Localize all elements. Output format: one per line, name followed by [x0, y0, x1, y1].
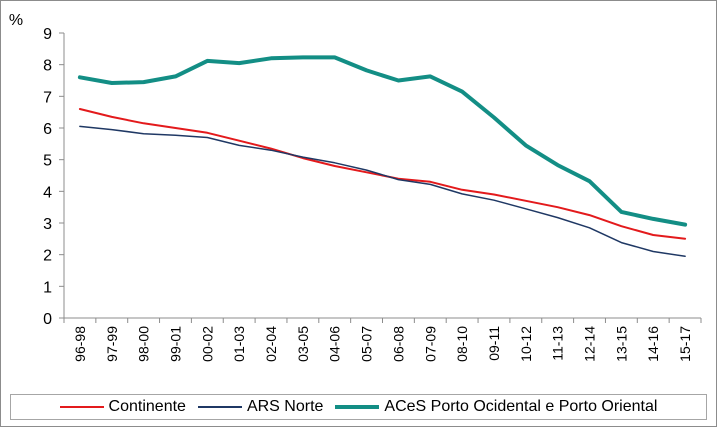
x-tick-label: 14-16 — [645, 326, 661, 362]
x-tick-label: 15-17 — [677, 326, 693, 362]
legend-label-ars-norte: ARS Norte — [246, 398, 324, 415]
legend-item-ars-norte: ARS Norte — [197, 398, 324, 416]
x-tick-label: 06-08 — [390, 326, 406, 362]
x-tick-label: 08-10 — [454, 326, 470, 362]
chart-legend: Continente ARS Norte ACeS Porto Ocidenta… — [10, 394, 707, 420]
legend-swatch-continente — [59, 406, 104, 408]
legend-label-aces: ACeS Porto Ocidental e Porto Oriental — [384, 398, 658, 415]
y-tick-label: 8 — [43, 58, 52, 75]
x-tick-label: 99-01 — [167, 326, 183, 362]
legend-item-aces: ACeS Porto Ocidental e Porto Oriental — [335, 398, 657, 416]
x-tick-label: 97-99 — [104, 326, 120, 362]
y-tick-label: 9 — [43, 26, 52, 43]
x-tick-label: 09-11 — [486, 326, 502, 361]
x-tick-label: 12-14 — [582, 326, 598, 362]
series-line-ars-norte — [79, 125, 686, 258]
x-tick-label: 13-15 — [613, 326, 629, 362]
x-tick-label: 01-03 — [231, 326, 247, 362]
x-tick-label: 00-02 — [199, 326, 215, 362]
legend-item-continente: Continente — [59, 398, 186, 416]
y-tick-label: 3 — [43, 216, 52, 233]
x-tick-label: 07-09 — [422, 326, 438, 362]
y-tick-label: 5 — [43, 153, 52, 170]
x-tick-label: 10-12 — [518, 326, 534, 362]
y-tick-label: 6 — [43, 121, 52, 138]
series-line-aces — [77, 55, 688, 227]
x-tick-label: 98-00 — [136, 326, 152, 362]
legend-label-continente: Continente — [108, 398, 186, 415]
legend-swatch-ars-norte — [197, 406, 242, 408]
x-tick-label: 05-07 — [359, 326, 375, 362]
x-tick-label: 11-13 — [550, 326, 566, 361]
y-tick-label: 7 — [43, 89, 52, 106]
y-tick-label: 1 — [43, 279, 52, 296]
y-tick-label: 4 — [43, 184, 52, 201]
y-tick-label: 2 — [43, 248, 52, 265]
x-tick-label: 02-04 — [263, 326, 279, 362]
series-line-continente — [78, 108, 687, 240]
legend-swatch-aces — [335, 405, 380, 409]
x-tick-label: 04-06 — [327, 326, 343, 362]
x-tick-label: 96-98 — [72, 326, 88, 362]
x-tick-label: 03-05 — [295, 326, 311, 362]
y-tick-label: 0 — [43, 311, 52, 328]
y-axis-unit-label: % — [9, 12, 23, 29]
